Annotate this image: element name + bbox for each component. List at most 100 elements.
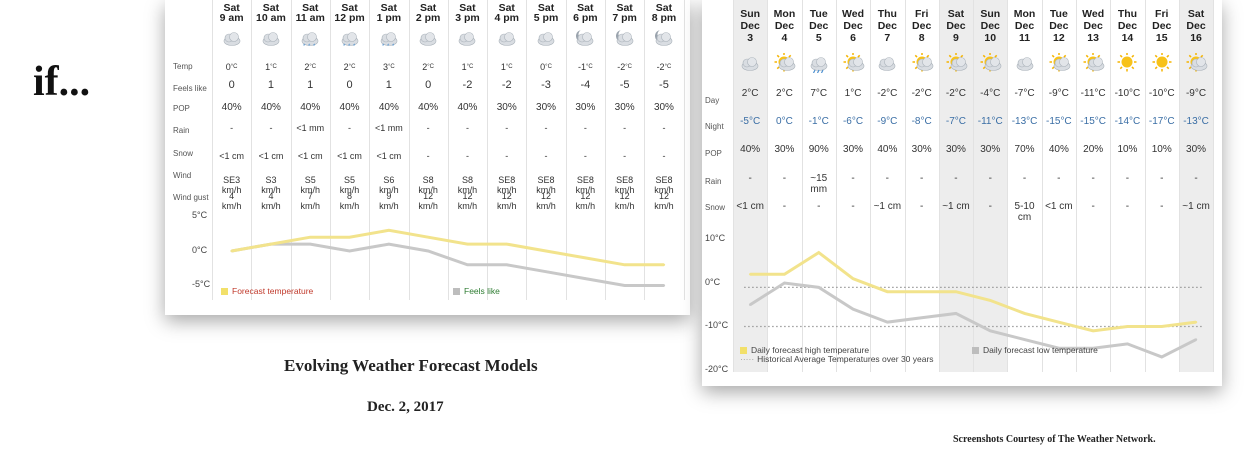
hour-wind-gust: 12 km/h	[575, 191, 596, 211]
hour-wind: S6 km/h	[379, 175, 399, 195]
hour-wind: SE8 km/h	[496, 175, 517, 195]
column-divider	[447, 0, 449, 300]
hour-day: Sat	[262, 2, 280, 14]
hour-pop: 40%	[260, 102, 281, 113]
day-snow: <1 cm	[1045, 201, 1073, 212]
hour-rain: -	[465, 123, 469, 133]
hour-snow: <1 cm	[258, 151, 284, 161]
row-label: Feels like	[173, 84, 207, 93]
hour-temp: 2°C	[291, 62, 330, 73]
temp-value: 0	[225, 62, 231, 72]
data-point	[623, 284, 626, 287]
day-date: 7	[884, 32, 891, 44]
hour-wind: SE8 km/h	[575, 175, 596, 195]
column-divider	[605, 0, 606, 300]
day-rain: -	[988, 173, 992, 184]
column-divider	[938, 0, 940, 372]
day-month: Dec	[809, 20, 829, 32]
data-point	[748, 273, 752, 276]
column-divider	[408, 0, 410, 300]
hour-snow: -	[426, 151, 430, 161]
caption-credit: Screenshots Courtesy of The Weather Netw…	[953, 434, 1156, 445]
hour-feels-like: 1	[307, 79, 314, 91]
column-divider	[1144, 0, 1146, 372]
night-low-temp: -14°C	[1114, 116, 1141, 127]
hour-time: 11 am	[295, 12, 325, 24]
day-date: 13	[1087, 32, 1099, 44]
daily-low-line	[749, 281, 1197, 359]
temp-unit: °C	[466, 64, 474, 70]
hour-rain: -	[583, 123, 587, 133]
hour-rain: -	[230, 123, 234, 133]
temp-value: 0	[540, 62, 546, 72]
sun-cloud-icon	[1083, 53, 1105, 72]
hour-pop: 40%	[221, 102, 242, 113]
svg-text:*: *	[348, 44, 351, 48]
hourly-forecast-panel: Temp Feels like POP Rain Snow Wind Wind gust Sa…	[165, 0, 690, 315]
cloud-icon	[741, 57, 759, 71]
data-point	[1023, 312, 1026, 315]
day-month: Dec	[740, 20, 760, 32]
hour-time: 7 pm	[612, 12, 637, 24]
hour-wind: S8 km/h	[457, 175, 478, 195]
day-snow: ~1 cm	[873, 201, 902, 212]
day-date: 4	[781, 32, 788, 44]
temp-unit: °C	[427, 64, 435, 70]
cloud-icon	[459, 32, 476, 46]
day-name: Mon	[1013, 8, 1036, 20]
hour-temp: 0°C	[526, 62, 565, 73]
temp-unit: °C	[545, 64, 552, 70]
hour-day: Sat	[655, 2, 673, 14]
hour-wind: S3 km/h	[261, 175, 281, 195]
legend-daily-high: Daily forecast high temperature	[740, 345, 869, 355]
hour-wind-gust: 4 km/h	[221, 191, 242, 211]
sun-cloud-icon	[946, 53, 968, 72]
day-month: Dec	[1186, 20, 1206, 32]
temp-unit: °C	[387, 64, 395, 70]
hour-temp: 1°C	[487, 62, 526, 73]
hour-feels-like: -2	[501, 79, 512, 91]
data-point	[348, 249, 351, 253]
day-month: Dec	[1152, 20, 1172, 32]
day-snow: -	[1160, 201, 1164, 212]
legend-label: Daily forecast high temperature	[751, 345, 870, 355]
hour-wind-gust: 12 km/h	[457, 191, 478, 211]
data-point	[1194, 320, 1198, 324]
y-tick-label: 10°C	[705, 233, 726, 243]
hour-pop: 30%	[614, 102, 635, 113]
caption-date: Dec. 2, 2017	[367, 399, 444, 415]
sun-cloud-icon	[912, 53, 933, 72]
data-point	[1126, 342, 1129, 346]
hour-wind: S8 km/h	[418, 175, 438, 195]
temp-value: -1	[577, 62, 586, 72]
hour-rain: -	[662, 123, 666, 133]
hour-day: Sat	[380, 2, 397, 14]
legend-label: Feels like	[464, 286, 500, 296]
hour-wind-gust: 12 km/h	[418, 191, 438, 211]
day-rain: ~15 mm	[810, 173, 828, 195]
hour-snow: -	[544, 151, 548, 161]
column-divider	[1110, 0, 1112, 372]
row-label: Snow	[705, 203, 726, 212]
day-date: 10	[984, 32, 997, 44]
data-point	[817, 286, 820, 289]
data-point	[783, 281, 786, 285]
day-rain: -	[954, 173, 958, 184]
hour-snow: <1 cm	[337, 151, 362, 161]
data-point	[584, 256, 587, 260]
night-low-temp: -11°C	[977, 116, 1003, 127]
day-name: Wed	[1082, 8, 1105, 20]
night-low-temp: -1°C	[808, 116, 829, 127]
night-low-temp: -13°C	[1011, 116, 1038, 127]
night-low-temp: -15°C	[1080, 116, 1106, 127]
legend-swatch	[740, 347, 747, 355]
moon-cloud-icon	[576, 29, 594, 46]
day-pop: 20%	[1083, 144, 1104, 155]
hour-snow: -	[662, 151, 666, 161]
hour-snow: <1 cm	[297, 151, 323, 161]
cloud-icon	[537, 32, 555, 46]
column-divider	[835, 0, 837, 372]
day-high-temp: -4°C	[980, 88, 1001, 99]
hour-time: 8 pm	[651, 12, 677, 24]
data-point	[309, 242, 312, 246]
